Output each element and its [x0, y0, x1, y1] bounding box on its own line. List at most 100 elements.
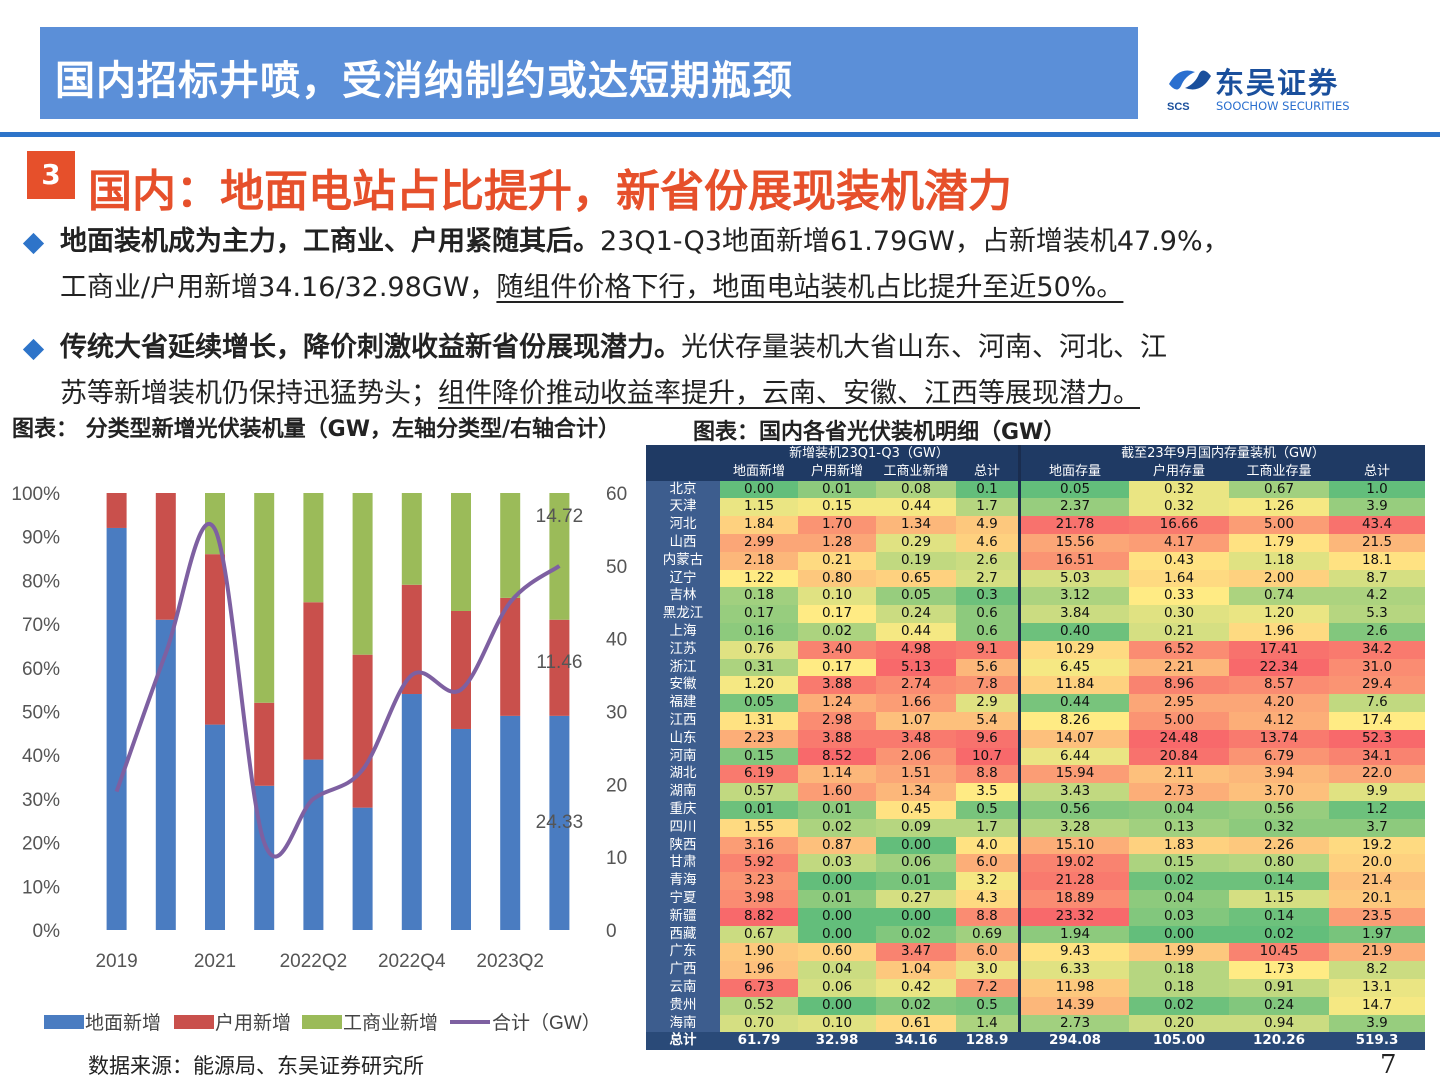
- table-cell: 22.34: [1229, 658, 1329, 677]
- table-row: 陕西 3.16 0.87 0.00 4.0 15.10 1.83 2.26 19.2: [646, 836, 1425, 855]
- table-cell: 5.00: [1229, 516, 1329, 534]
- table-row: 贵州 0.52 0.00 0.02 0.5 14.39 0.02 0.24 14.7: [646, 996, 1425, 1015]
- table-row: 四川 1.55 0.02 0.09 1.7 3.28 0.13 0.32 3.7: [646, 818, 1425, 837]
- table-cell: 0.10: [798, 1014, 876, 1033]
- table-row: 吉林 0.18 0.10 0.05 0.3 3.12 0.33 0.74 4.2: [646, 587, 1425, 606]
- table-cell: 6.0: [956, 943, 1018, 962]
- table-cell: 3.70: [1229, 783, 1329, 801]
- province-name: 广东: [646, 943, 720, 962]
- column-header: 工商业新增: [876, 462, 956, 481]
- province-name: 河北: [646, 516, 720, 534]
- province-name: 甘肃: [646, 854, 720, 873]
- left-tick-label: 100%: [11, 484, 60, 505]
- table-cell: 0.05: [720, 694, 798, 712]
- table-cell: 7.2: [956, 978, 1018, 997]
- table-cell: 1.7: [956, 818, 1018, 837]
- table-cell: 0.10: [798, 587, 876, 606]
- table-cell: 0.15: [798, 498, 876, 517]
- table-cell: 0.52: [720, 996, 798, 1015]
- table-cell: 15.56: [1021, 533, 1129, 552]
- table-cell: 0.29: [876, 533, 956, 552]
- table-cell: 0.44: [876, 622, 956, 641]
- table-cell: 0.45: [876, 800, 956, 819]
- table-cell: 0.15: [1129, 854, 1229, 873]
- table-row: 宁夏 3.98 0.01 0.27 4.3 18.89 0.04 1.15 20.1: [646, 889, 1425, 908]
- table-cell: 0.32: [1229, 818, 1329, 837]
- table-cell: 23.5: [1329, 907, 1425, 926]
- legend-label: 户用新增: [215, 1012, 291, 1034]
- table-cell: 9.9: [1329, 783, 1425, 801]
- table-cell: 3.98: [720, 889, 798, 908]
- right-tick-label: 60: [606, 484, 627, 505]
- table-cell: 2.21: [1129, 658, 1229, 677]
- column-header: 地面新增: [720, 462, 798, 481]
- table-cell: 2.73: [1129, 783, 1229, 801]
- table-cell: 23.32: [1021, 907, 1129, 926]
- right-axis: 0 10 20 30 40 50 60: [606, 484, 627, 942]
- right-tick-label: 40: [606, 630, 627, 651]
- total-cell: 34.16: [876, 1032, 956, 1051]
- table-cell: 14.7: [1329, 996, 1425, 1015]
- total-cell: 32.98: [798, 1032, 876, 1051]
- table-cell: 0.44: [876, 498, 956, 517]
- table-cell: 13.1: [1329, 978, 1425, 997]
- province-name: 安徽: [646, 676, 720, 695]
- table-cell: 20.84: [1129, 747, 1229, 766]
- table-cell: 0.13: [1129, 818, 1229, 837]
- bullet-1-text-2: 工商业/户用新增34.16/32.98GW，: [60, 272, 497, 303]
- table-cell: 0.02: [798, 622, 876, 641]
- table-cell: 0.00: [876, 836, 956, 855]
- table-cell: 4.2: [1329, 587, 1425, 606]
- table-row: 湖北 6.19 1.14 1.51 8.8 15.94 2.11 3.94 22.0: [646, 765, 1425, 784]
- table-cell: 1.15: [1229, 889, 1329, 908]
- table-cell: 7.8: [956, 676, 1018, 695]
- table-cell: 0.08: [876, 480, 956, 499]
- province-name: 浙江: [646, 658, 720, 677]
- table-cell: 3.2: [956, 872, 1018, 890]
- table-cell: 34.1: [1329, 747, 1425, 766]
- table-cell: 8.26: [1021, 711, 1129, 730]
- province-name: 陕西: [646, 836, 720, 855]
- table-cell: 2.98: [798, 711, 876, 730]
- province-name: 云南: [646, 978, 720, 997]
- table-group-header-row: 新增装机23Q1-Q3（GW） 截至23年9月国内存量装机（GW）: [646, 445, 1425, 463]
- table-cell: 0.05: [876, 587, 956, 606]
- table-cell: 1.83: [1129, 836, 1229, 855]
- table-cell: 6.19: [720, 765, 798, 784]
- table-cell: 2.73: [1021, 1014, 1129, 1033]
- table-row: 广东 1.90 0.60 3.47 6.0 9.43 1.99 10.45 21.9: [646, 943, 1425, 962]
- table-cell: 43.4: [1329, 516, 1425, 534]
- table-cell: 2.00: [1229, 569, 1329, 588]
- table-cell: 0.5: [956, 996, 1018, 1015]
- table-cell: 5.6: [956, 658, 1018, 677]
- page-title: 国内招标井喷，受消纳制约或达短期瓶颈: [55, 58, 793, 104]
- table-cell: 17.4: [1329, 711, 1425, 730]
- table-cell: 21.78: [1021, 516, 1129, 534]
- table-cell: 3.16: [720, 836, 798, 855]
- left-tick-label: 90%: [22, 528, 60, 549]
- data-label: 11.46: [536, 652, 582, 673]
- table-cell: 3.12: [1021, 587, 1129, 606]
- table-cell: 0.01: [798, 889, 876, 908]
- bar-segment: [500, 597, 521, 716]
- table-cell: 1.73: [1229, 961, 1329, 979]
- table-cell: 0.00: [1129, 925, 1229, 944]
- column-header: 总计: [1329, 462, 1425, 481]
- table-cell: 1.99: [1129, 943, 1229, 962]
- column-header: 户用存量: [1129, 462, 1229, 481]
- table-cell: 0.06: [798, 978, 876, 997]
- table-cell: 5.13: [876, 658, 956, 677]
- province-name: 湖南: [646, 783, 720, 801]
- table-cell: 3.40: [798, 640, 876, 659]
- table-cell: 0.17: [720, 605, 798, 623]
- table-cell: 3.7: [1329, 818, 1425, 837]
- table-cell: 1.18: [1229, 551, 1329, 570]
- table-cell: 0.40: [1021, 622, 1129, 641]
- table-cell: 21.28: [1021, 872, 1129, 890]
- province-name: 贵州: [646, 996, 720, 1015]
- table-row: 天津 1.15 0.15 0.44 1.7 2.37 0.32 1.26 3.9: [646, 498, 1425, 517]
- bar-segment: [549, 715, 570, 930]
- table-cell: 0.57: [720, 783, 798, 801]
- table-cell: 0.15: [720, 747, 798, 766]
- table-cell: 0.01: [720, 800, 798, 819]
